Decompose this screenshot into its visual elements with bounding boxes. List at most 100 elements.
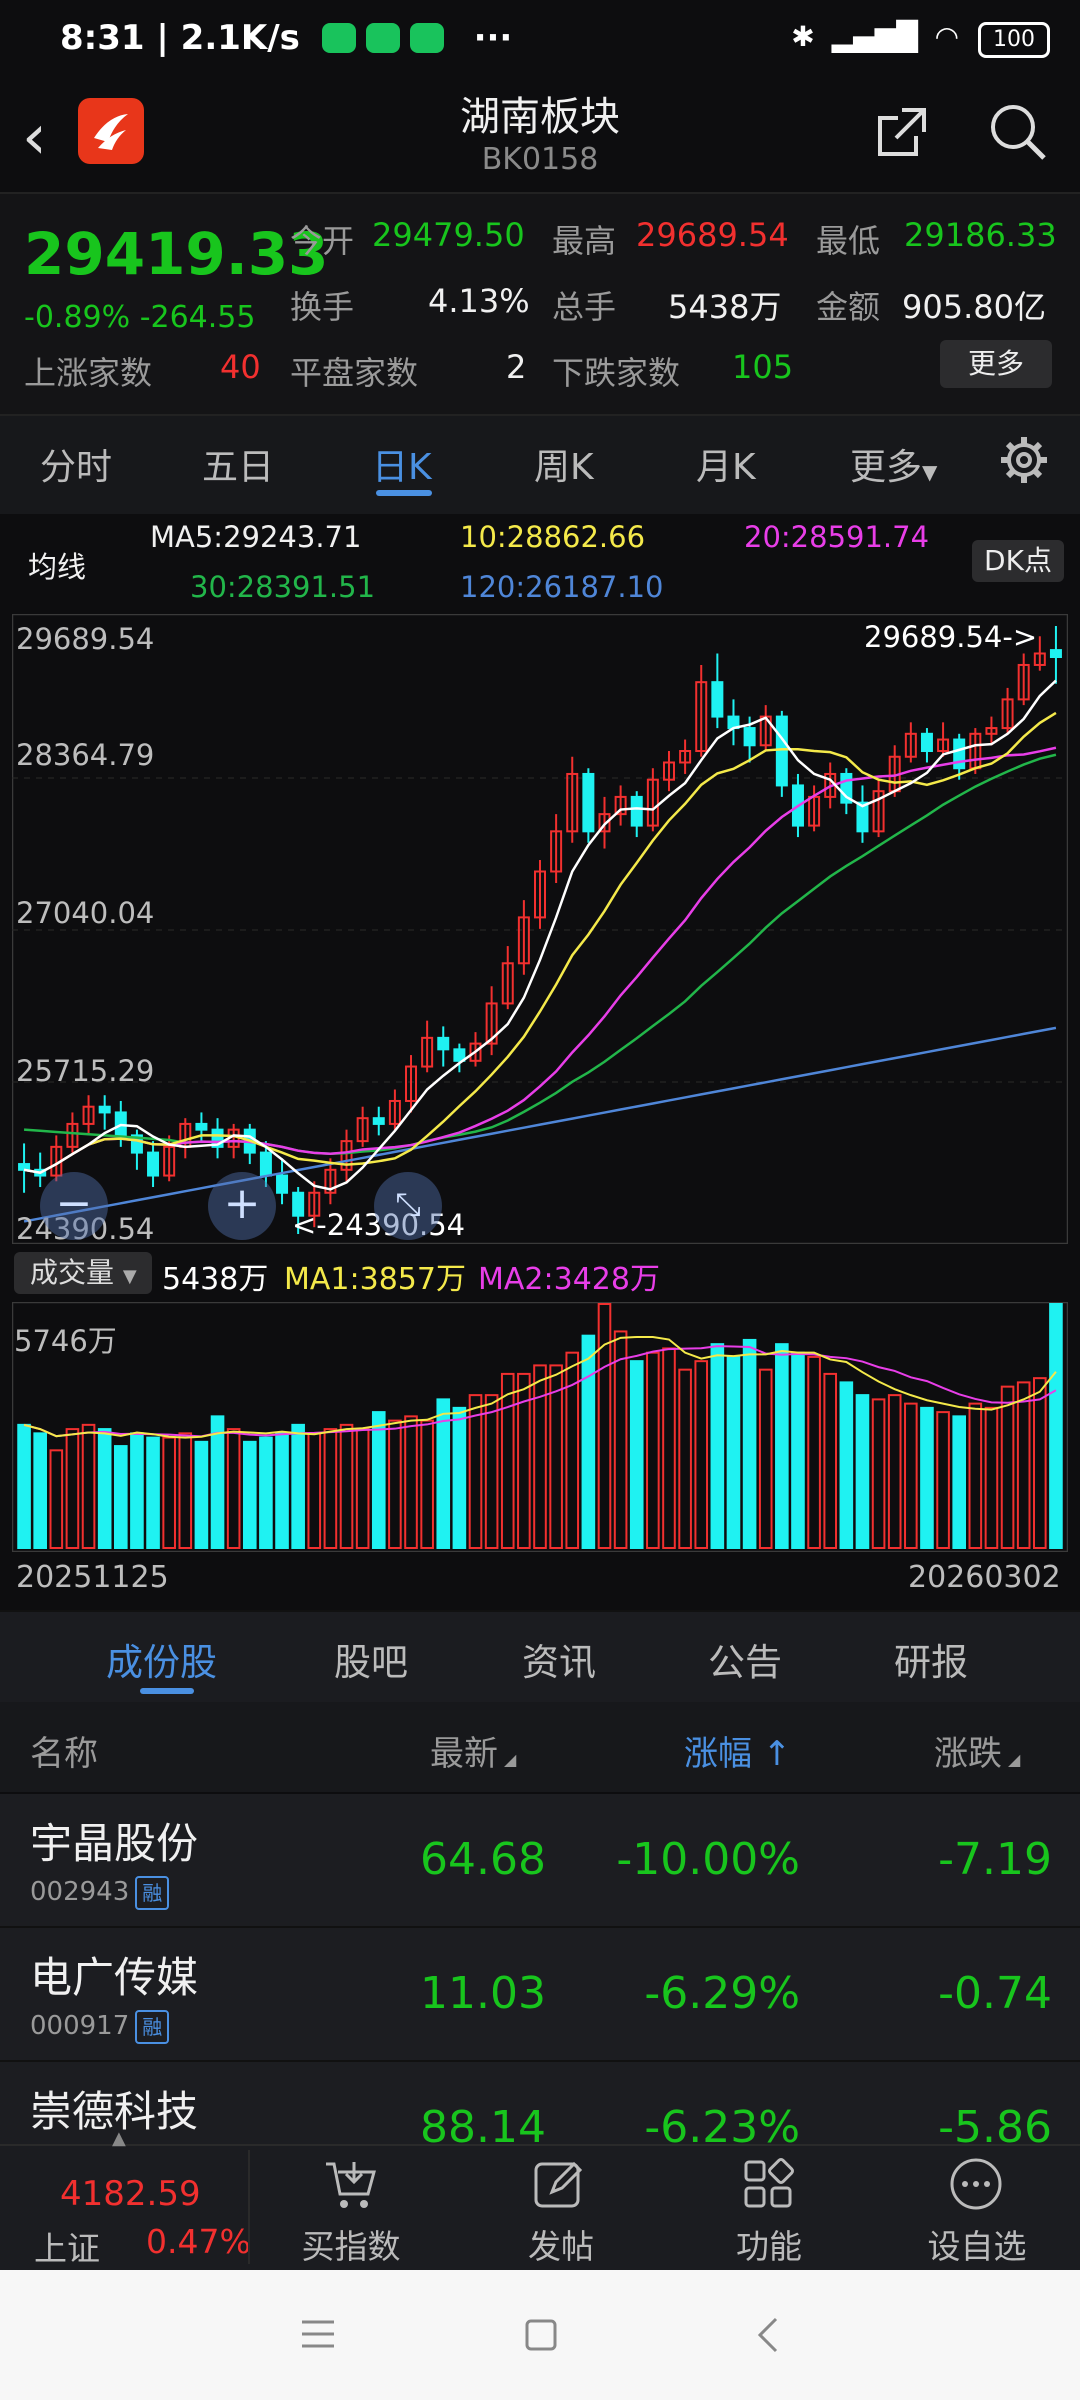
candlestick-chart[interactable] [12, 614, 1068, 1244]
back-arrow-icon[interactable]: ‹ [22, 100, 47, 173]
volume-bar [597, 1303, 612, 1549]
down-count-label: 下跌家数 [552, 354, 681, 392]
stock-code: 000917 融 [30, 2010, 170, 2044]
volume-bar [146, 1436, 160, 1549]
start-date: 20251125 [16, 1560, 169, 1595]
table-row[interactable]: 电广传媒 000917 融 11.03 -6.29% -0.74 [0, 1928, 1080, 2062]
candle-body [840, 772, 853, 804]
price-change: -0.89% -264.55 [24, 300, 256, 335]
stock-price: 64.68 [420, 1834, 546, 1885]
candle-body [453, 1048, 466, 1062]
candle-body [130, 1134, 143, 1154]
table-header [0, 1702, 1080, 1792]
min-annotation: <-24390.54 [292, 1208, 466, 1242]
signal-icon: ▂▄▆█ [831, 20, 918, 53]
gear-icon[interactable] [998, 434, 1050, 490]
volume-bar [775, 1343, 789, 1549]
index-value[interactable]: 4182.59 [60, 2174, 201, 2214]
section-tab-indicator [140, 1688, 194, 1694]
status-bar: 8:31 | 2.1K/s ··· ✱ ▂▄▆█ ◠ 100 [0, 0, 1080, 86]
bluetooth-icon: ✱ [791, 20, 815, 53]
candle-body [1033, 652, 1046, 666]
column-name: 名称 [30, 1734, 98, 1774]
watchlist-label[interactable]: 设自选 [927, 2227, 1027, 2266]
candle-body [856, 801, 869, 833]
candle-body [1001, 698, 1014, 730]
candle-body [421, 1036, 434, 1068]
table-row[interactable]: 崇德科技 301548 88.14 -6.23% -5.86 [0, 2062, 1080, 2146]
stock-code: 002943 融 [30, 1876, 170, 1910]
column-change[interactable]: 涨跌 ◢ [934, 1734, 1021, 1774]
open-value: 29479.50 [372, 216, 525, 254]
tab-five-day[interactable]: 五日 [202, 447, 275, 488]
fullscreen-icon[interactable]: ⤡ [374, 1172, 442, 1240]
volume-bar [581, 1334, 596, 1549]
zoom-in-button[interactable]: + [208, 1172, 276, 1240]
edit-icon[interactable] [530, 2156, 586, 2216]
functions-label[interactable]: 功能 [736, 2227, 802, 2266]
wechat-icon [365, 23, 400, 53]
index-pct[interactable]: 0.47% [146, 2222, 251, 2261]
volume-bar [694, 1360, 709, 1549]
chart-frame [12, 614, 1068, 1244]
tab-news[interactable]: 资讯 [522, 1641, 596, 1684]
tab-more[interactable]: 更多▼ [850, 447, 938, 488]
candle-body [662, 761, 675, 781]
candle-body [163, 1145, 176, 1177]
more-circle-icon[interactable] [948, 2156, 1004, 2216]
tab-monthly-k[interactable]: 月K [696, 447, 756, 488]
grid-icon[interactable] [740, 2156, 796, 2216]
more-quote-button[interactable]: 更多 [940, 340, 1052, 388]
volume-bar [791, 1351, 805, 1550]
post-label[interactable]: 发帖 [528, 2227, 594, 2266]
volume-bar [1049, 1303, 1063, 1549]
table-row[interactable]: 宇晶股份 002943 融 64.68 -10.00% -7.19 [0, 1794, 1080, 1928]
candle-body [679, 750, 692, 764]
column-change-pct[interactable]: 涨幅 ↑ [684, 1734, 792, 1774]
volume-bar [855, 1394, 870, 1550]
zoom-out-button[interactable]: − [40, 1172, 108, 1240]
tab-announcements[interactable]: 公告 [708, 1641, 782, 1684]
candle-body [614, 795, 627, 816]
volume-current: 5438万 [162, 1262, 269, 1297]
search-icon[interactable] [986, 100, 1050, 168]
down-count: 105 [732, 348, 794, 386]
column-latest[interactable]: 最新 ◢ [430, 1734, 517, 1774]
candle-body [872, 790, 885, 833]
volume-chart[interactable] [12, 1302, 1068, 1552]
indicator-dropdown[interactable]: 成交量 ▼ [14, 1252, 152, 1294]
ma120-value: 120:26187.10 [460, 570, 664, 604]
buy-index-label[interactable]: 买指数 [301, 2227, 401, 2266]
margin-tag: 融 [135, 2010, 170, 2044]
volume-bar [484, 1394, 499, 1550]
candle-body [985, 727, 998, 735]
tab-intraday[interactable]: 分时 [40, 447, 113, 488]
volume-max-label: 5746万 [14, 1324, 117, 1358]
nav-back-icon[interactable] [754, 2316, 780, 2358]
y-tick-label: 28364.79 [16, 738, 155, 772]
dk-point-button[interactable]: DK点 [972, 540, 1064, 582]
turnover-value: 4.13% [428, 282, 530, 320]
tab-research[interactable]: 研报 [894, 1641, 968, 1684]
home-icon[interactable] [524, 2318, 558, 2356]
menu-icon[interactable] [300, 2318, 336, 2354]
volume-bar [871, 1398, 886, 1550]
current-price: 29419.33 [24, 220, 329, 288]
up-count-label: 上涨家数 [24, 354, 153, 392]
tab-forum[interactable]: 股吧 [334, 1641, 408, 1684]
candle-body [937, 738, 950, 753]
index-name[interactable]: 上证 [34, 2229, 100, 2268]
tab-constituents[interactable]: 成份股 [106, 1641, 217, 1684]
tab-daily-k[interactable]: 日K [372, 447, 432, 488]
volume-bar [904, 1402, 918, 1549]
candle-body [953, 738, 966, 770]
tab-weekly-k[interactable]: 周K [534, 447, 594, 488]
share-icon[interactable] [872, 102, 932, 166]
volume-bar [468, 1394, 483, 1550]
volume-bar [436, 1398, 451, 1550]
volume-bar [887, 1394, 902, 1550]
cart-icon[interactable] [322, 2156, 378, 2216]
volume-bar [968, 1402, 983, 1549]
candle-body [534, 870, 546, 919]
candle-body [388, 1099, 401, 1125]
